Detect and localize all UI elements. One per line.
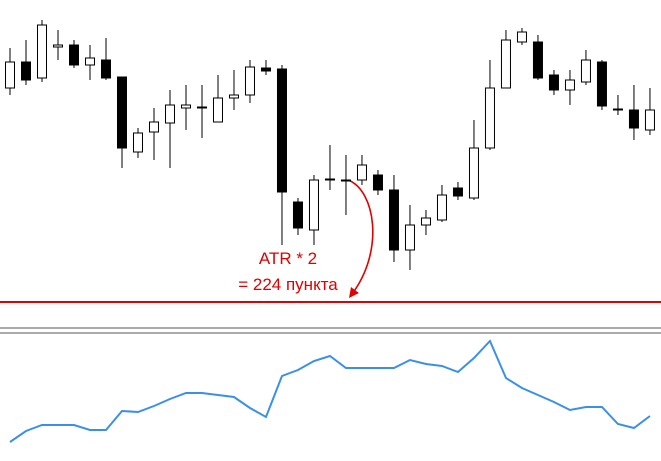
candle-body [260,67,271,72]
candle-body [116,76,127,149]
candle-body [100,59,111,79]
candle-body [516,31,527,43]
candle-body [84,57,95,66]
candle-body [372,174,383,191]
candle-body [148,121,159,133]
candle-body [484,87,495,149]
candle-body [20,61,31,81]
candle-body [36,24,47,79]
candle-body [244,66,255,96]
annotation: ATR * 2 [259,249,317,268]
candle-body [436,194,447,221]
candle-body [612,108,623,111]
annotation: = 224 пункта [238,275,338,294]
candle-body [564,79,575,91]
candle-body [324,178,335,181]
candle-body [452,187,463,197]
candle-body [500,39,511,89]
atr-line [9,339,651,443]
candle-body [4,61,15,89]
candle-body [596,61,607,107]
candle-body [180,104,191,109]
candle-body [292,201,303,229]
candle-body [388,189,399,251]
candle-body [340,179,351,182]
candle-body [404,224,415,251]
candle-body [52,44,63,48]
candle-body [308,179,319,231]
candle-body [548,74,559,91]
candle-body [468,147,479,199]
candle-body [644,109,655,131]
candle-body [228,94,239,99]
candle-body [532,41,543,79]
candle-body [276,68,287,193]
candle-body [628,109,639,129]
arrow [347,179,374,299]
candle-body [164,104,175,124]
candle-body [420,217,431,226]
candle-body [356,164,367,181]
candle-body [196,106,207,109]
candle-body [580,59,591,83]
candle-body [132,132,143,153]
candle-body [212,97,223,123]
candle-body [68,44,79,66]
